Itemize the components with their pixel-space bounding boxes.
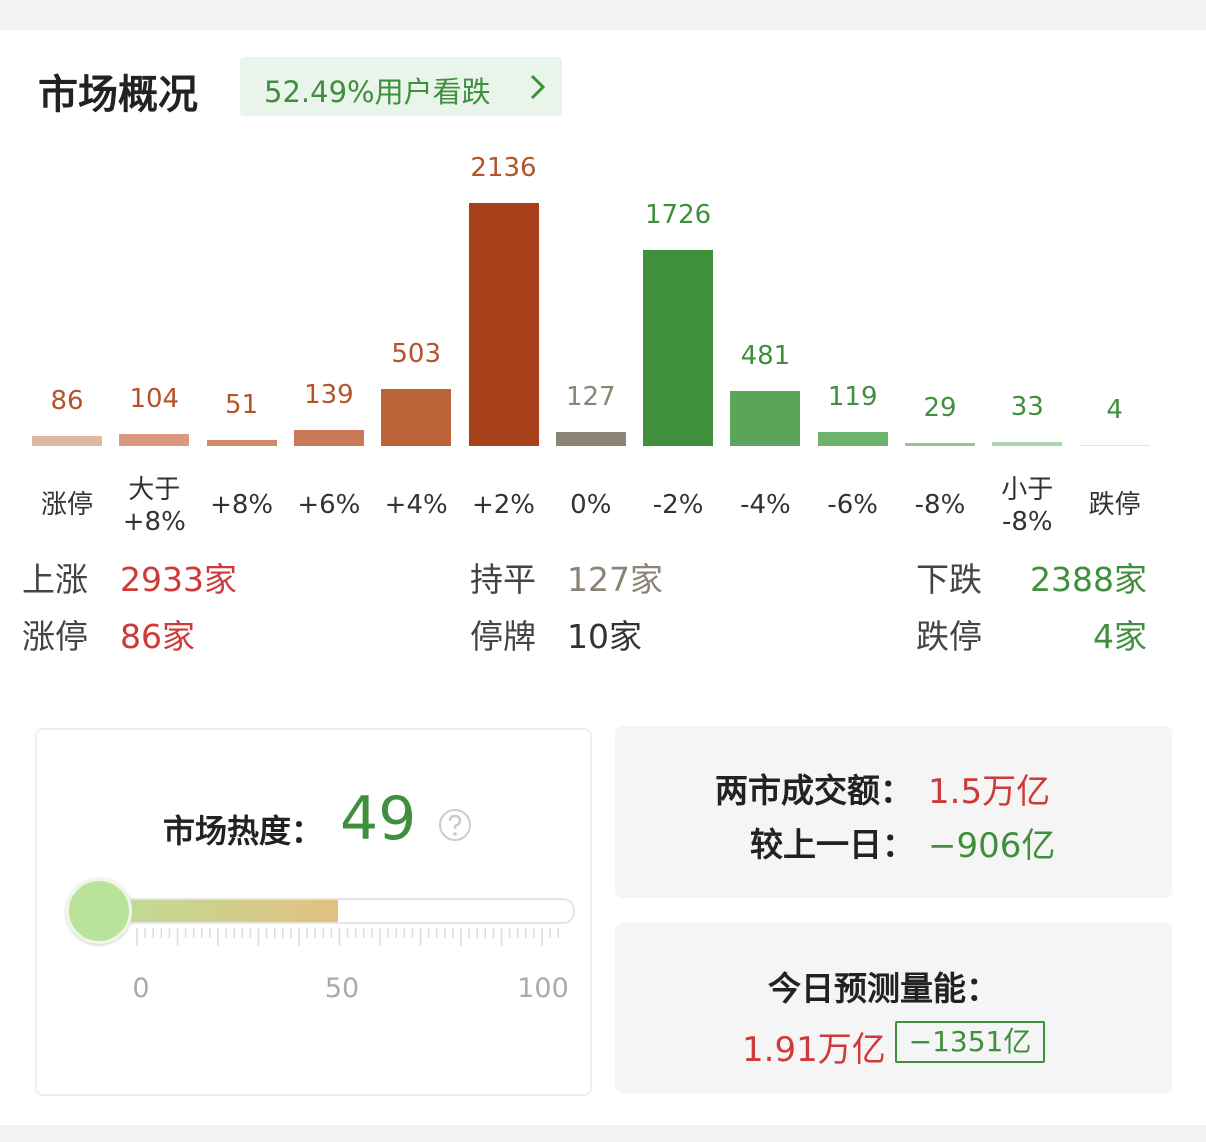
category-label: +8% <box>210 490 274 520</box>
summary-label: 上涨 <box>22 560 88 599</box>
category-label: 跌停 <box>1088 490 1141 520</box>
value-label: 86 <box>50 386 84 417</box>
value-label: 127 <box>565 381 616 412</box>
value-label: 104 <box>129 384 180 415</box>
help-icon[interactable] <box>438 808 472 842</box>
heat-label: 市场热度： <box>163 812 324 850</box>
category-label: 0% <box>570 490 612 520</box>
category-label: +2% <box>471 490 536 520</box>
change-value: −906亿 <box>928 826 1056 866</box>
value-label: 29 <box>923 392 957 423</box>
category-label: -8% <box>914 490 966 520</box>
summary-label: 涨停 <box>22 617 88 656</box>
value-label: 4 <box>1106 395 1123 425</box>
summary-label: 下跌 <box>916 560 982 599</box>
badge-text: 52.49%用户看跌 <box>264 75 491 109</box>
category-label: 涨停 <box>40 490 93 520</box>
sentiment-badge[interactable]: 52.49%用户看跌 <box>240 57 562 116</box>
gauge-tick-label: 0 <box>132 973 150 1004</box>
gauge-knob <box>66 878 132 944</box>
category-label: -6% <box>827 490 878 520</box>
bar <box>1079 445 1150 446</box>
category-label: +6% <box>297 490 361 520</box>
value-label: 503 <box>391 338 441 369</box>
gauge-minor-ticks <box>136 928 559 946</box>
value-label: 119 <box>827 382 878 413</box>
gauge-tick-label: 100 <box>517 973 569 1004</box>
summary-label: 跌停 <box>916 617 982 656</box>
bar <box>992 442 1063 446</box>
section-title: 市场概况 <box>38 72 198 118</box>
gauge-fill <box>70 900 338 922</box>
value-label: 51 <box>225 390 259 421</box>
category-label: -4% <box>740 490 791 520</box>
bar <box>206 440 277 446</box>
summary-label: 停牌 <box>470 617 536 656</box>
bar <box>381 388 452 446</box>
bar <box>468 203 539 446</box>
summary-value: 2933家 <box>120 560 237 599</box>
turnover-label: 两市成交额： <box>715 771 913 810</box>
change-label: 较上一日： <box>750 825 915 864</box>
value-label: 481 <box>740 341 791 372</box>
summary-label: 持平 <box>470 560 536 599</box>
forecast-label: 今日预测量能： <box>768 969 999 1008</box>
summary-value: 2388家 <box>1030 560 1147 599</box>
bar <box>817 432 888 446</box>
category-label: 大于 +8% <box>122 475 186 537</box>
summary-value: 10家 <box>567 617 642 656</box>
bar <box>905 442 975 446</box>
distribution-chart: 86 涨停 104 大于 +8% 51 +8% 139 +6% 503 +4% 2136 +2% 127… <box>0 140 1206 540</box>
chevron-icon <box>530 74 546 100</box>
value-label: 1726 <box>645 199 712 230</box>
value-label: 139 <box>304 380 354 411</box>
turnover-card <box>615 726 1172 898</box>
summary-value: 4家 <box>1093 617 1147 656</box>
forecast-change: −1351亿 <box>895 1021 1045 1063</box>
turnover-value: 1.5万亿 <box>928 772 1051 812</box>
category-label: -2% <box>652 490 704 520</box>
value-label: 33 <box>1010 392 1044 423</box>
bar <box>293 430 364 446</box>
bar <box>119 434 190 446</box>
value-label: 2136 <box>470 153 537 183</box>
category-label: 小于 -8% <box>1001 475 1054 537</box>
summary-value: 127家 <box>567 560 663 599</box>
category-label: +4% <box>384 490 448 520</box>
gauge-tick-label: 50 <box>324 973 360 1004</box>
bar <box>555 431 626 446</box>
summary-value: 86家 <box>120 617 195 656</box>
heat-value: 49 <box>340 784 417 854</box>
bar <box>32 436 102 446</box>
bar <box>730 391 801 446</box>
bar <box>643 249 714 446</box>
forecast-value: 1.91万亿 <box>742 1030 886 1070</box>
forecast-card <box>615 923 1172 1093</box>
